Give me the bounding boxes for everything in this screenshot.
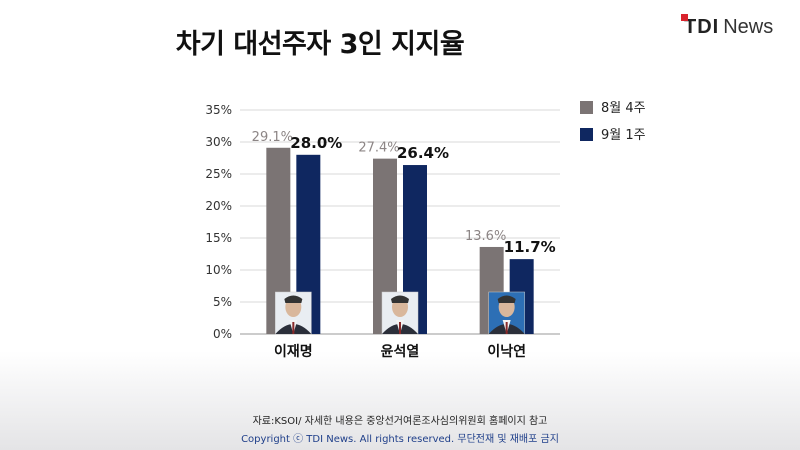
- legend-label: 9월 1주: [601, 128, 646, 143]
- tdi-news-logo: TDI News: [681, 12, 774, 42]
- x-tick-label: 이낙연: [487, 343, 526, 360]
- x-tick-label: 이재명: [274, 343, 313, 360]
- y-tick-label: 10%: [205, 263, 232, 277]
- y-axis-ticks: 0% 5% 10% 15% 20% 25% 30% 35%: [205, 103, 232, 341]
- data-label: 28.0%: [290, 134, 342, 152]
- logo-tdi-text: TDI: [684, 15, 720, 38]
- data-label: 11.7%: [504, 238, 556, 256]
- chart-title: 차기 대선주자 3인 지지율: [175, 29, 465, 60]
- data-label: 26.4%: [397, 144, 449, 162]
- y-tick-label: 30%: [205, 135, 232, 149]
- portrait-icon: [488, 291, 525, 335]
- chart-legend: 8월 4주 9월 1주: [580, 101, 646, 143]
- x-axis-labels: 이재명 윤석열 이낙연: [274, 343, 526, 360]
- legend-swatch: [580, 101, 593, 114]
- y-tick-label: 0%: [213, 327, 232, 341]
- data-label: 29.1%: [252, 130, 293, 145]
- x-tick-label: 윤석열: [381, 343, 420, 360]
- logo-accent-icon: [681, 14, 688, 21]
- data-label: 27.4%: [358, 141, 399, 156]
- portrait-icon: [275, 291, 312, 335]
- legend-label: 8월 4주: [601, 101, 646, 116]
- legend-swatch: [580, 128, 593, 141]
- portrait-icon: [381, 291, 419, 335]
- value-labels: 29.1%28.0% 27.4%26.4% 13.6%11.7%: [252, 130, 556, 256]
- y-tick-label: 35%: [205, 103, 232, 117]
- copyright-note: Copyright ⓒ TDI News. All rights reserve…: [241, 434, 559, 445]
- logo-news-text: News: [723, 15, 774, 38]
- candidate-photos: [275, 291, 525, 335]
- y-tick-label: 15%: [205, 231, 232, 245]
- y-tick-label: 20%: [205, 199, 232, 213]
- y-tick-label: 5%: [213, 295, 232, 309]
- data-label: 13.6%: [465, 229, 506, 244]
- y-tick-label: 25%: [205, 167, 232, 181]
- source-note: 자료:KSOI/ 자세한 내용은 중앙선거여론조사심의위원회 홈페이지 참고: [252, 416, 548, 427]
